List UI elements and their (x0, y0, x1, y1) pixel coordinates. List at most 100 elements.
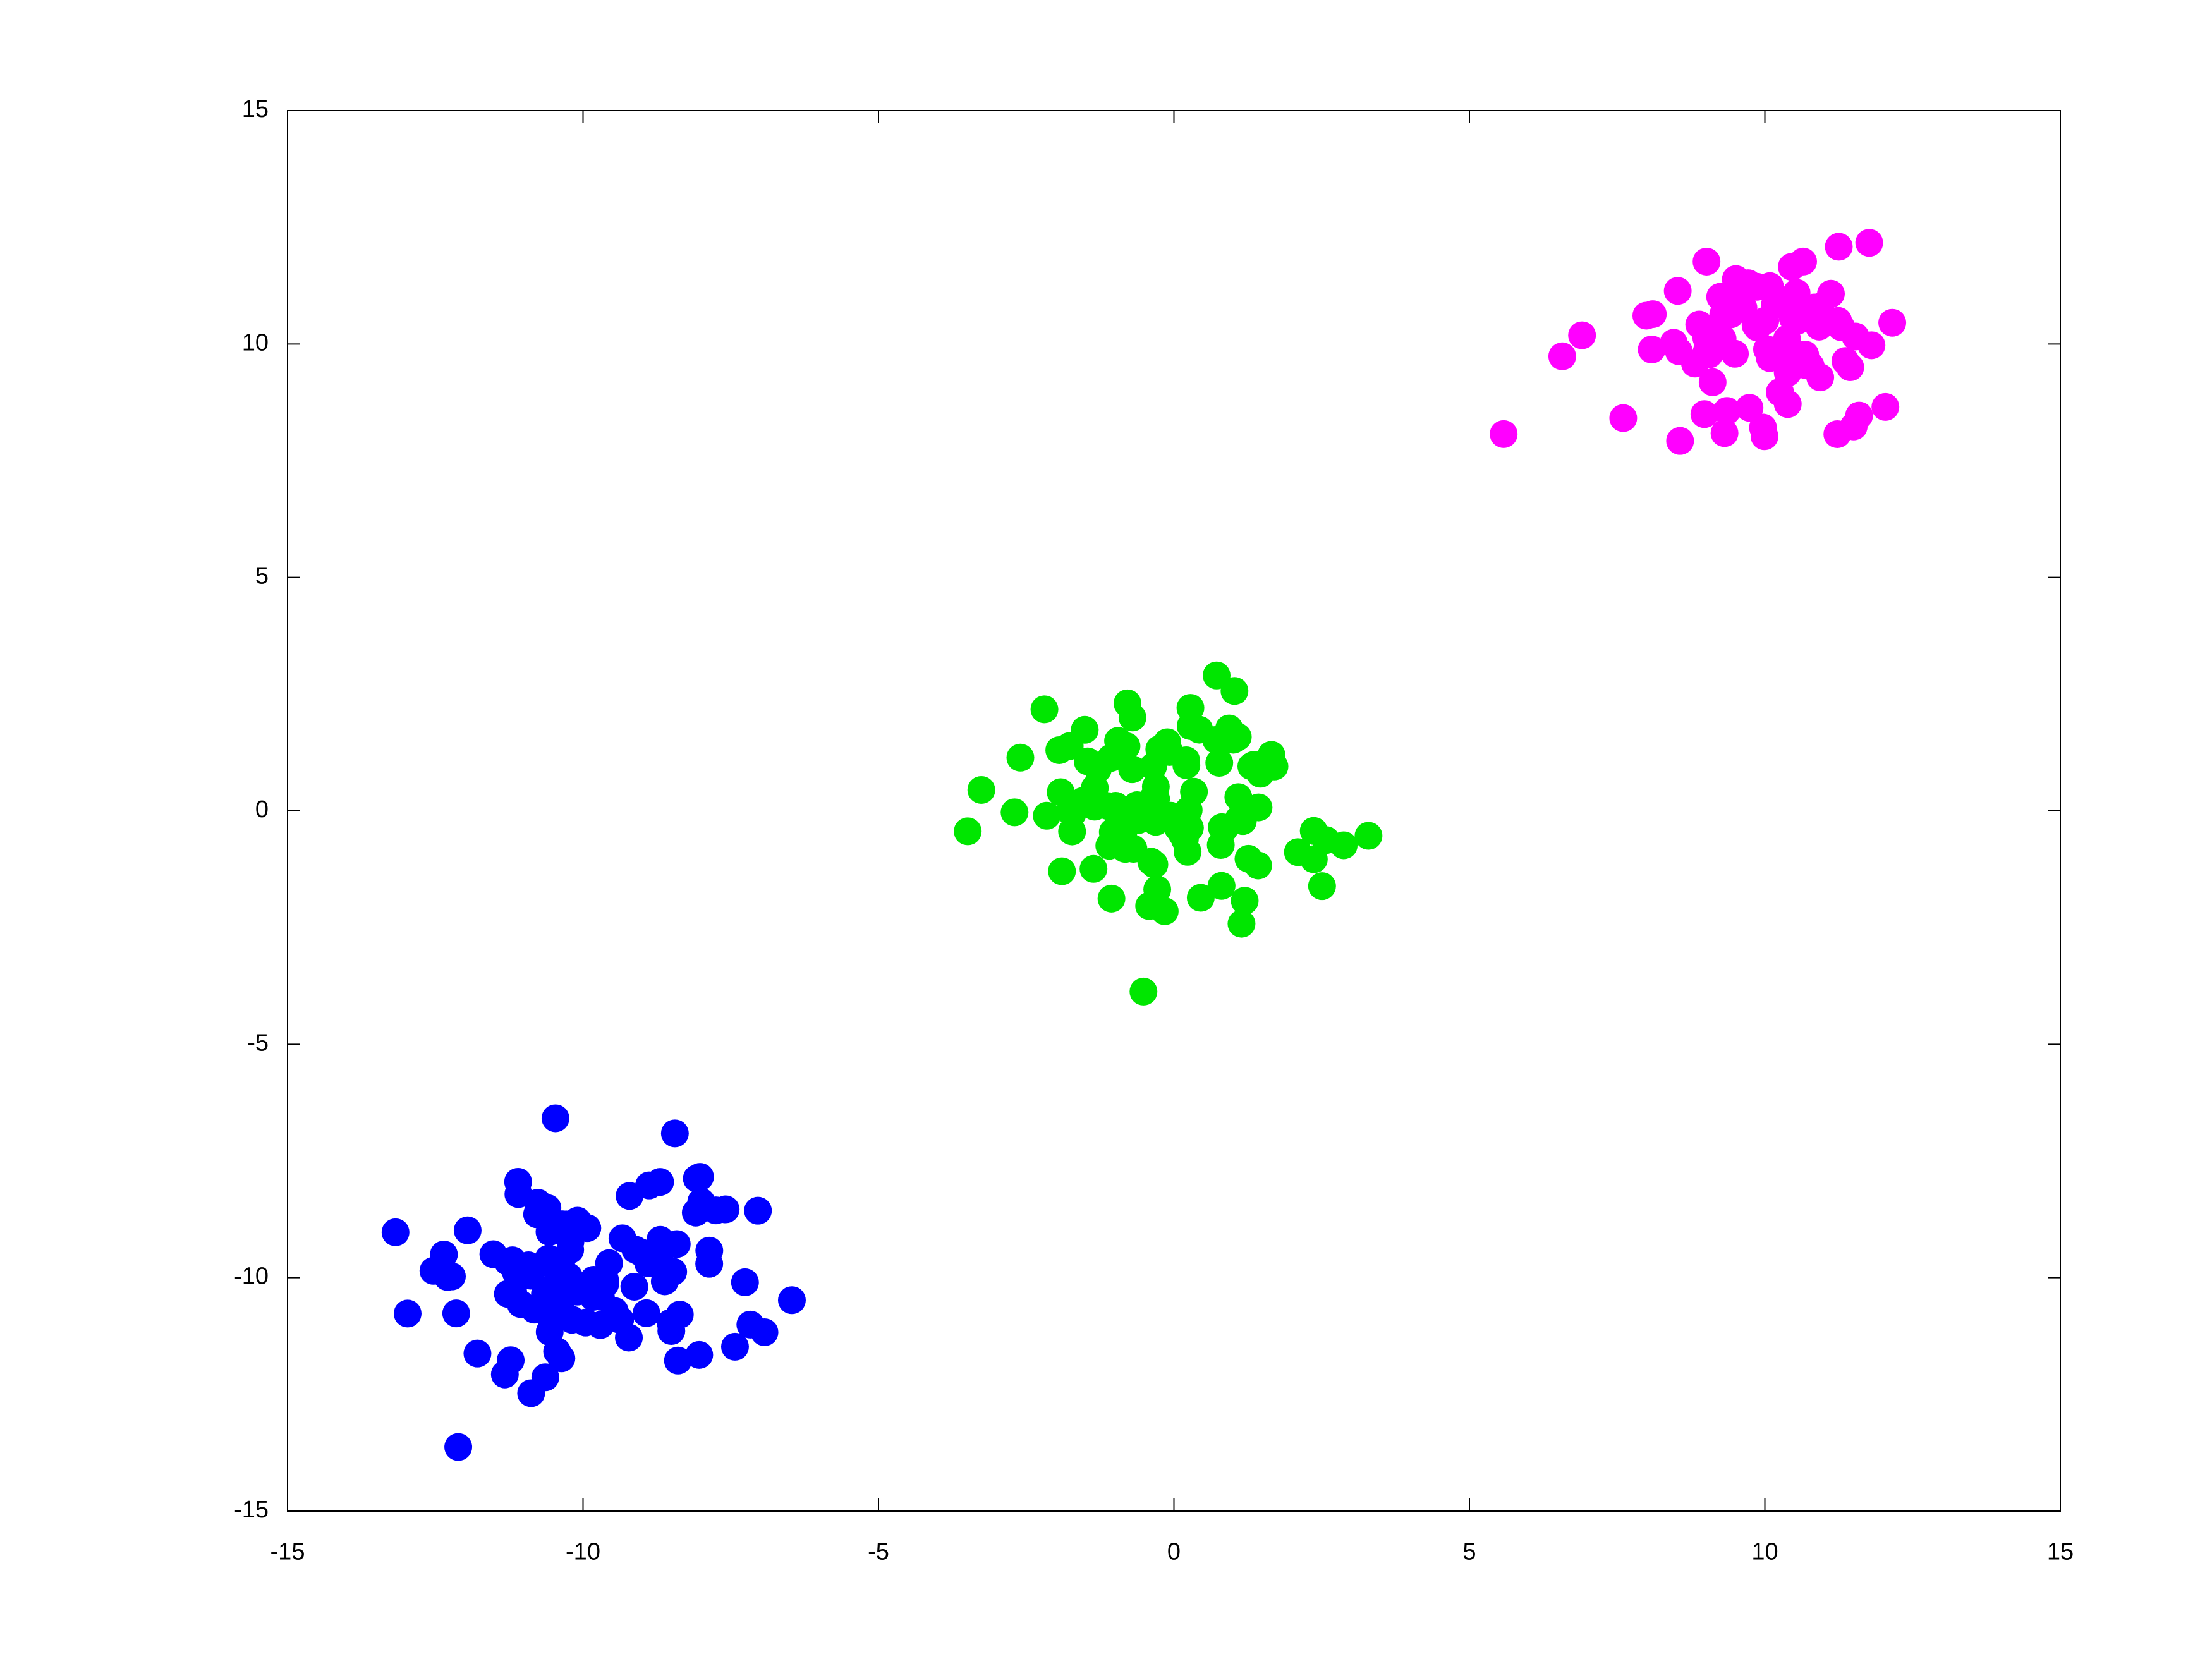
scatter-point (444, 1433, 472, 1461)
scatter-point (731, 1268, 759, 1296)
scatter-point (1081, 774, 1109, 802)
scatter-point (601, 1297, 629, 1325)
scatter-point (744, 1197, 772, 1225)
scatter-point (517, 1379, 545, 1407)
scatter-point (1692, 338, 1720, 366)
scatter-point (1007, 744, 1035, 772)
scatter-point (1119, 703, 1146, 731)
scatter-point (686, 1163, 714, 1191)
scatter-point (544, 1337, 571, 1365)
scatter-point (454, 1217, 482, 1244)
x-tick-label: 10 (1751, 1538, 1778, 1565)
scatter-point (1857, 331, 1885, 359)
y-tick-label: 0 (255, 796, 269, 823)
scatter-point (1609, 404, 1637, 432)
scatter-point (1774, 390, 1802, 418)
scatter-point (1725, 275, 1753, 303)
scatter-point (647, 1226, 674, 1254)
chart-container: -15-10-5051015-15-10-5051015 (0, 0, 2212, 1659)
scatter-point (1172, 746, 1200, 774)
scatter-point (1660, 329, 1687, 356)
scatter-point (712, 1196, 739, 1224)
scatter-point (531, 1280, 559, 1308)
scatter-point (1691, 400, 1718, 428)
scatter-point (1177, 712, 1205, 740)
scatter-point (1699, 368, 1727, 396)
scatter-point (394, 1299, 422, 1327)
scatter-point (721, 1333, 749, 1361)
scatter-point (1692, 248, 1720, 276)
y-tick-label: 10 (242, 329, 269, 356)
scatter-point (1000, 798, 1028, 826)
scatter-point (1686, 311, 1713, 339)
scatter-point (1871, 393, 1899, 421)
scatter-point (504, 1168, 532, 1196)
scatter-point (635, 1172, 663, 1200)
scatter-point (573, 1214, 601, 1242)
scatter-point (1174, 838, 1201, 866)
scatter-point (1164, 814, 1192, 842)
scatter-point (688, 1188, 715, 1216)
scatter-point (1145, 735, 1173, 763)
scatter-point (615, 1323, 643, 1351)
scatter-point (1220, 677, 1248, 705)
x-tick-label: -5 (868, 1538, 889, 1565)
x-tick-label: 0 (1167, 1538, 1181, 1565)
scatter-point (438, 1263, 466, 1291)
scatter-point (1300, 817, 1328, 845)
scatter-point (621, 1273, 648, 1301)
scatter-point (1735, 394, 1763, 422)
scatter-point (1231, 887, 1258, 915)
y-tick-label: 5 (255, 563, 269, 590)
scatter-point (1207, 831, 1235, 859)
scatter-point (633, 1299, 660, 1327)
scatter-point (382, 1218, 410, 1246)
scatter-point (1774, 359, 1802, 387)
scatter-point (1840, 413, 1868, 441)
scatter-point (1751, 422, 1778, 450)
y-tick-label: -5 (247, 1030, 269, 1056)
scatter-point (1048, 858, 1076, 885)
scatter-point (558, 1306, 586, 1334)
scatter-point (592, 1270, 619, 1297)
scatter-point (1056, 732, 1084, 760)
scatter-point (1187, 884, 1215, 912)
scatter-point (463, 1340, 491, 1368)
y-tick-label: -10 (234, 1263, 269, 1290)
scatter-point (954, 817, 981, 845)
scatter-point (1568, 322, 1596, 349)
scatter-point (494, 1280, 522, 1308)
scatter-point (1308, 872, 1336, 900)
scatter-point (491, 1361, 519, 1389)
scatter-point (1180, 778, 1208, 806)
scatter-point (1639, 300, 1667, 328)
scatter-chart: -15-10-5051015-15-10-5051015 (0, 0, 2212, 1659)
scatter-point (1244, 851, 1272, 879)
scatter-point (664, 1347, 692, 1375)
x-tick-label: -10 (566, 1538, 600, 1565)
scatter-point (1548, 343, 1576, 370)
scatter-point (695, 1237, 723, 1265)
scatter-point (1124, 806, 1152, 834)
scatter-point (1856, 229, 1883, 257)
scatter-point (751, 1318, 779, 1346)
y-tick-label: 15 (242, 96, 269, 123)
scatter-point (1832, 347, 1859, 375)
scatter-point (778, 1286, 806, 1314)
scatter-point (1143, 875, 1171, 903)
scatter-point (1664, 277, 1692, 305)
scatter-point (1789, 248, 1817, 276)
scatter-point (1079, 855, 1107, 883)
scatter-point (1244, 794, 1272, 822)
scatter-point (1129, 978, 1157, 1006)
scatter-point (1142, 773, 1170, 801)
scatter-point (542, 1104, 569, 1132)
scatter-point (1031, 695, 1059, 723)
scatter-point (657, 1317, 685, 1345)
scatter-point (661, 1119, 689, 1147)
scatter-point (1240, 751, 1268, 779)
scatter-point (1098, 885, 1126, 913)
scatter-point (651, 1267, 679, 1295)
scatter-point (1666, 427, 1694, 455)
scatter-point (442, 1299, 470, 1327)
